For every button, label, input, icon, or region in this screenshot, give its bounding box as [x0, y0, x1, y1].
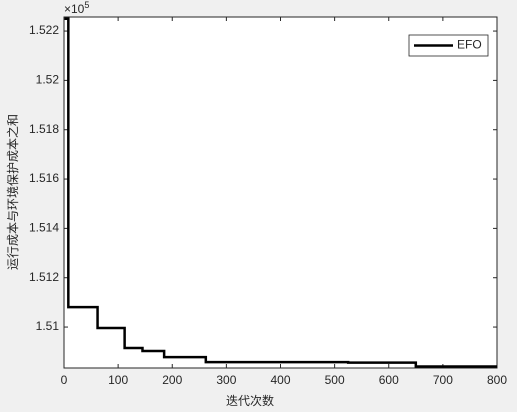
x-tick-label: 600 — [379, 373, 399, 387]
y-tick-label: 1.522 — [29, 23, 59, 37]
y-multiplier-base: ×10 — [64, 2, 85, 16]
x-tick-label: 300 — [216, 373, 236, 387]
x-tick-label: 100 — [108, 373, 128, 387]
y-tick-label: 1.516 — [29, 171, 59, 185]
y-tick-label: 1.52 — [36, 73, 60, 87]
x-tick-label: 800 — [487, 373, 507, 387]
y-tick-label: 1.518 — [29, 122, 59, 136]
x-tick-label: 400 — [270, 373, 290, 387]
x-tick-label: 700 — [433, 373, 453, 387]
legend-label: EFO — [457, 38, 482, 52]
y-axis-label: 运行成本与环境保护成本之和 — [5, 114, 20, 270]
x-tick-label: 200 — [162, 373, 182, 387]
y-tick-label: 1.512 — [29, 270, 59, 284]
y-tick-label: 1.514 — [29, 221, 59, 235]
plot-area — [63, 16, 498, 369]
y-multiplier: ×105 — [64, 0, 89, 16]
x-axis-label: 迭代次数 — [226, 393, 274, 408]
y-tick-label: 1.51 — [36, 319, 60, 333]
x-tick-label: 0 — [61, 373, 68, 387]
y-multiplier-power: 5 — [84, 0, 89, 10]
series-line — [64, 17, 497, 368]
x-tick-label: 500 — [325, 373, 345, 387]
